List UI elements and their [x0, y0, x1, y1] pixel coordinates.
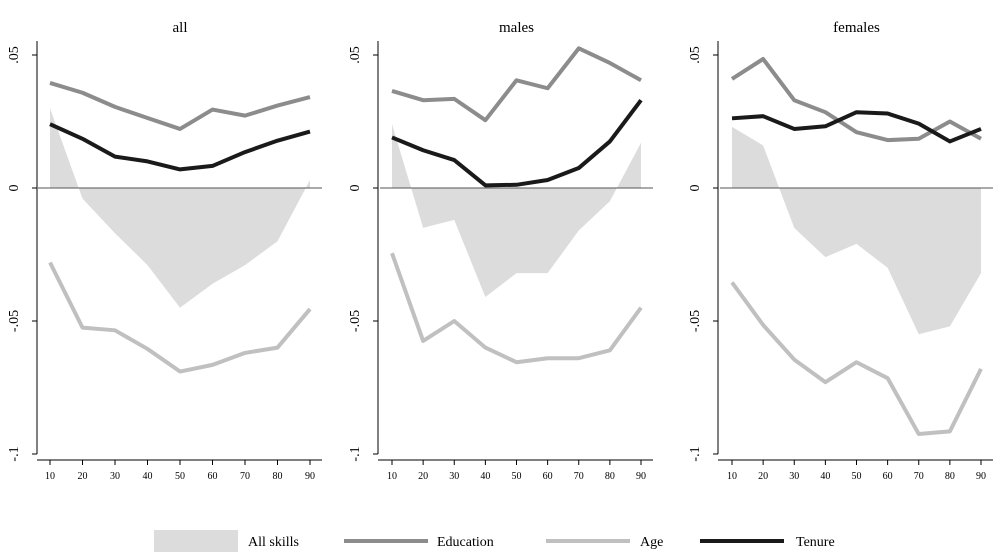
legend-entry-age: Age	[546, 535, 663, 550]
y-tick-label: 0	[7, 185, 22, 192]
series-all-skills-area	[392, 124, 641, 298]
legend-swatch	[154, 530, 238, 552]
panel-title: males	[499, 20, 534, 36]
legend-entry-tenure: Tenure	[700, 535, 835, 550]
x-tick-label: 60	[883, 471, 893, 482]
x-tick-label: 40	[820, 471, 830, 482]
x-tick-label: 40	[143, 471, 153, 482]
x-tick-label: 30	[110, 471, 120, 482]
y-tick-label: -.1	[348, 446, 363, 461]
x-tick-label: 20	[418, 471, 428, 482]
x-tick-label: 80	[605, 471, 615, 482]
y-tick-label: -.05	[688, 310, 703, 332]
x-tick-label: 10	[727, 471, 737, 482]
x-tick-label: 10	[387, 471, 397, 482]
legend-entry-all-skills: All skills	[154, 530, 299, 552]
x-tick-label: 60	[543, 471, 553, 482]
x-tick-label: 20	[78, 471, 88, 482]
series-education-line	[391, 46, 642, 123]
y-tick-label: .05	[7, 46, 22, 64]
x-tick-label: 90	[976, 471, 986, 482]
series-age-line	[48, 261, 312, 374]
x-tick-label: 30	[449, 471, 459, 482]
panel-title: females	[833, 20, 880, 36]
x-tick-label: 70	[914, 471, 924, 482]
series-tenure-line	[391, 99, 643, 188]
y-tick-label: .05	[348, 46, 363, 64]
x-tick-label: 50	[175, 471, 185, 482]
x-tick-label: 90	[305, 471, 315, 482]
series-tenure-line	[731, 110, 982, 144]
x-tick-label: 50	[852, 471, 862, 482]
series-tenure-line	[49, 122, 311, 172]
panel-males: males .05 0 -.05 -.1 10 20 30 40 50 60 70 80 90	[348, 20, 653, 482]
y-tick-label: -.1	[688, 446, 703, 461]
x-tick-label: 70	[240, 471, 250, 482]
series-education-line	[49, 81, 311, 131]
x-tick-label: 30	[789, 471, 799, 482]
panel-title: all	[173, 20, 188, 36]
y-tick-label: -.05	[7, 310, 22, 332]
x-tick-label: 70	[574, 471, 584, 482]
series-education-line	[730, 56, 982, 143]
series-age-line	[390, 252, 643, 365]
legend-label: Education	[437, 535, 494, 550]
legend-label: All skills	[248, 535, 299, 550]
x-tick-label: 50	[512, 471, 522, 482]
series-all-skills-area	[732, 126, 981, 335]
series-age-line	[730, 281, 983, 437]
panel-all: all .05 0 -.05 -.1 10 20 30 40 50 60 70 80 90	[7, 20, 322, 482]
panels: all .05 0 -.05 -.1 10 20 30 40 50 60 70 80 90 males .05…	[7, 20, 993, 482]
y-tick-label: 0	[348, 185, 363, 192]
legend-entry-education: Education	[344, 535, 494, 550]
panel-females: females .05 0 -.05 -.1 10 20 30 40 50 60 70 80 90	[688, 20, 993, 482]
x-tick-label: 40	[480, 471, 490, 482]
series-all-skills-area	[50, 108, 310, 308]
x-tick-label: 80	[273, 471, 283, 482]
x-tick-label: 10	[45, 471, 55, 482]
legend-label: Age	[640, 535, 663, 550]
x-tick-label: 80	[945, 471, 955, 482]
legend-label: Tenure	[796, 535, 835, 550]
x-tick-label: 90	[636, 471, 646, 482]
y-tick-label: -.1	[7, 446, 22, 461]
legend: All skills Education Age Tenure	[154, 530, 835, 552]
y-tick-label: .05	[688, 46, 703, 64]
x-tick-label: 20	[758, 471, 768, 482]
y-tick-label: -.05	[348, 310, 363, 332]
y-tick-label: 0	[688, 185, 703, 192]
x-tick-label: 60	[208, 471, 218, 482]
